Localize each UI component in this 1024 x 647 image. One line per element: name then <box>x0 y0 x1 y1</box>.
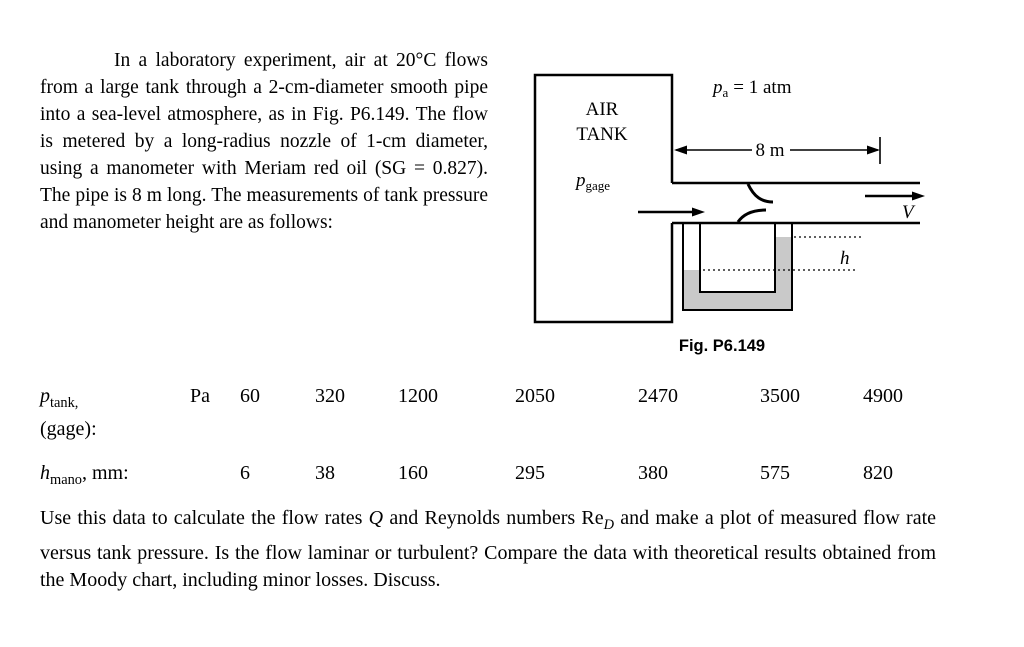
height-value: 380 <box>638 462 668 484</box>
question-part3: and make a plot of measured flow rate ve… <box>40 507 937 591</box>
table-row-pressure: ptank, (gage): Pa 60 320 1200 2050 2470 … <box>40 383 990 442</box>
pa-subscript: a <box>723 85 729 100</box>
problem-statement: In a laboratory experiment, air at 20°C … <box>40 50 488 233</box>
nozzle-upper-curve <box>746 183 774 204</box>
pressure-value: 1200 <box>398 385 438 407</box>
manometer-outer-wall <box>682 223 793 311</box>
question-part1: Use this data to calculate the flow rate… <box>40 507 369 529</box>
gage-pressure-label: pgage <box>574 170 610 193</box>
pgage-symbol: p <box>574 170 586 191</box>
pgage-subscript: gage <box>586 178 611 193</box>
manometer-inner-wall <box>699 223 776 293</box>
question-text: Use this data to calculate the flow rate… <box>40 505 936 595</box>
hmano-unit-label: , mm: <box>81 462 129 484</box>
table-row-manometer-height: hmano, mm: 6 38 160 295 380 575 820 <box>40 460 990 493</box>
question-part2: and Reynolds numbers Re <box>383 507 604 529</box>
velocity-label: V <box>902 202 916 223</box>
ptank-subscript: tank, <box>50 395 79 411</box>
nozzle-lower-curve <box>736 208 767 223</box>
height-value: 160 <box>398 462 428 484</box>
pressure-value: 2470 <box>638 385 678 407</box>
air-tank-outline <box>533 73 674 324</box>
pressure-value: 320 <box>315 385 345 407</box>
dimension-arrowhead-right <box>867 145 880 155</box>
figure-caption: Fig. P6.149 <box>679 337 765 355</box>
flow-arrow-head <box>692 207 705 217</box>
reynolds-subscript: D <box>603 517 615 533</box>
height-value: 38 <box>315 462 335 484</box>
ptank-symbol: p <box>40 385 50 407</box>
figure-p6149: 8 m pa = 1 atm AIR TANK pgage V h <box>533 73 925 355</box>
height-value: 820 <box>863 462 893 484</box>
velocity-arrow-head <box>912 191 925 201</box>
pa-symbol: p <box>711 77 723 98</box>
flow-rate-symbol: Q <box>368 507 384 529</box>
pa-value: = 1 atm <box>733 77 791 98</box>
air-tank-label-line2: TANK <box>576 124 628 145</box>
row-label-hmano: hmano, mm: <box>40 460 190 493</box>
measurement-table: ptank, (gage): Pa 60 320 1200 2050 2470 … <box>40 383 990 493</box>
air-tank-label-line1: AIR <box>586 99 619 120</box>
height-value: 575 <box>760 462 790 484</box>
hmano-subscript: mano <box>50 472 82 488</box>
ptank-label-line2: (gage): <box>40 418 97 440</box>
ambient-pressure-label: pa = 1 atm <box>711 77 792 100</box>
height-value: 6 <box>240 462 250 484</box>
pressure-unit: Pa <box>190 385 210 407</box>
pressure-value: 3500 <box>760 385 800 407</box>
pressure-value: 2050 <box>515 385 555 407</box>
hmano-symbol: h <box>40 462 50 484</box>
manometer-oil <box>683 237 792 310</box>
height-value: 295 <box>515 462 545 484</box>
pressure-value: 60 <box>240 385 260 407</box>
row-label-ptank: ptank, (gage): <box>40 383 190 442</box>
pressure-value: 4900 <box>863 385 903 407</box>
dimension-arrowhead-left <box>674 145 687 155</box>
manometer-height-label: h <box>840 248 850 269</box>
pipe-length-label: 8 m <box>755 140 784 161</box>
